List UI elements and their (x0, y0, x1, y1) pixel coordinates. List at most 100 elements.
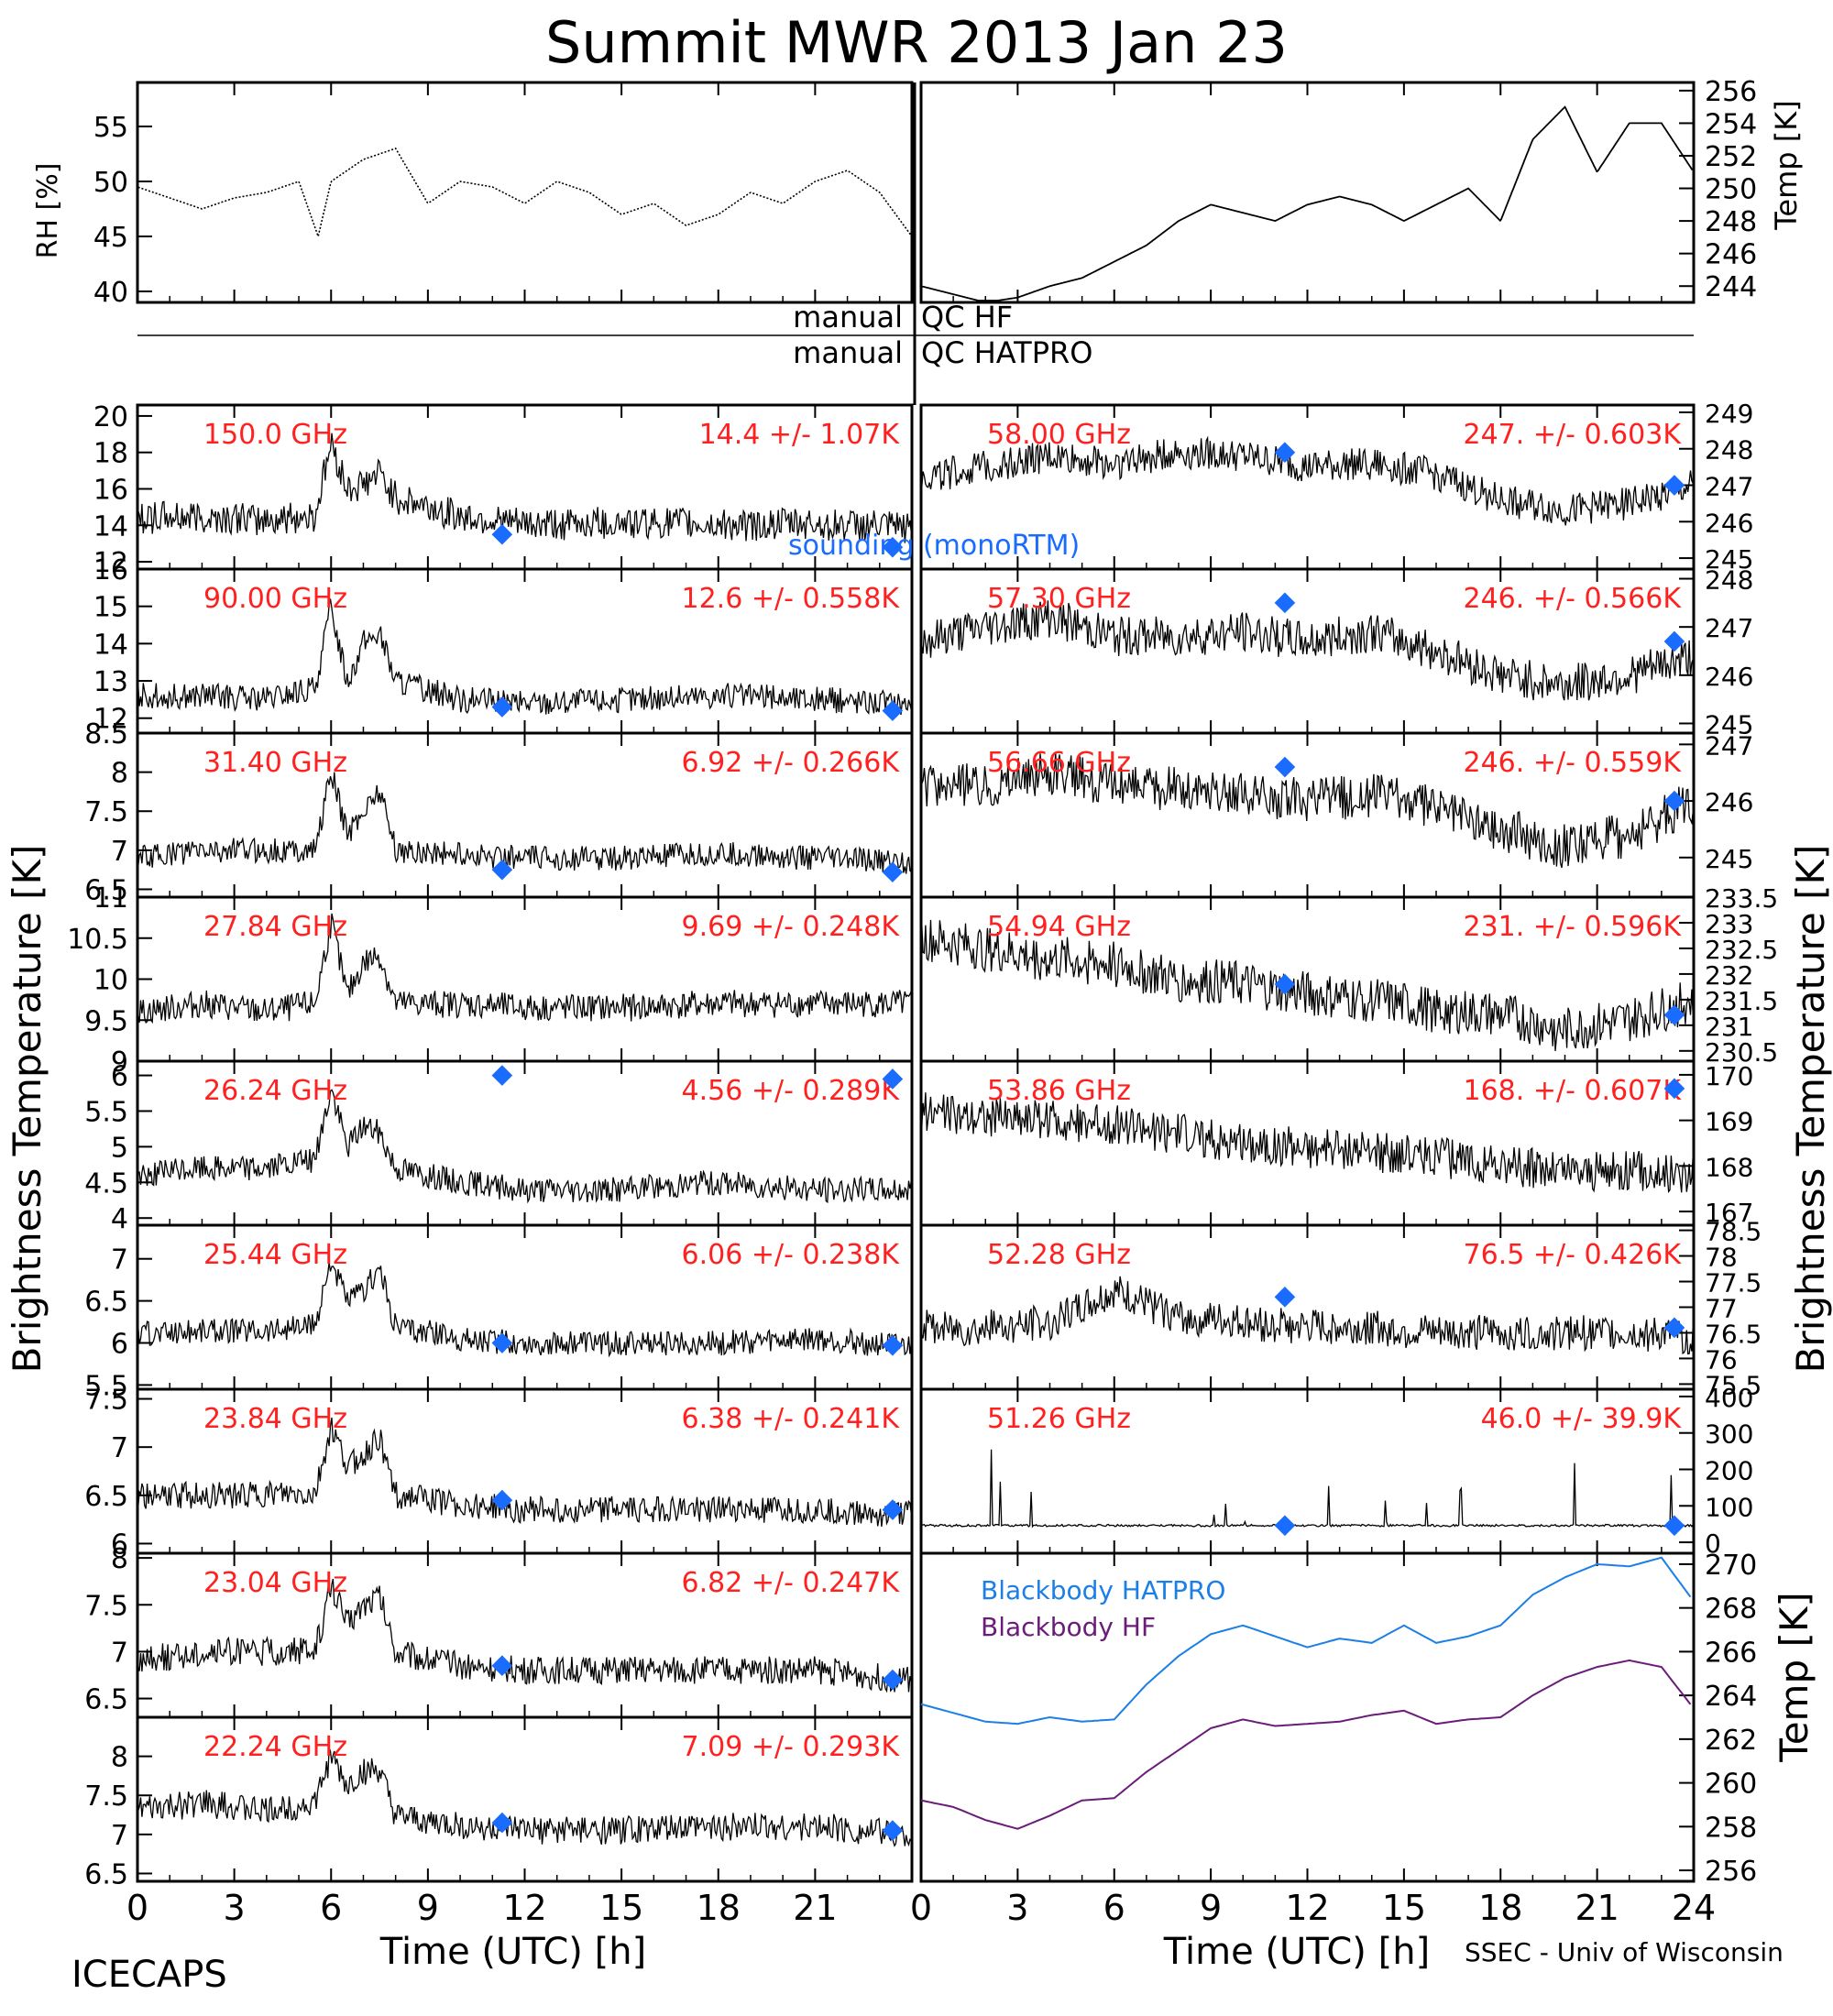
y-tick-label: 244 (1705, 271, 1757, 303)
y-tick-label: 78 (1705, 1243, 1738, 1273)
y-tick-label: 262 (1705, 1725, 1757, 1757)
data-trace (921, 435, 1694, 526)
y-tick-label: 247 (1705, 730, 1753, 761)
sounding-marker (491, 1812, 513, 1834)
y-tick-label: 8 (111, 1742, 128, 1774)
y-tick-label: 270 (1705, 1550, 1757, 1582)
y-tick-label: 18 (93, 438, 128, 470)
channel-label: 23.84 GHz (203, 1403, 347, 1435)
x-tick-label: 12 (502, 1888, 546, 1928)
y-tick-label: 8 (111, 758, 128, 790)
y-tick-label: 7 (111, 1820, 128, 1852)
channel-stat: 247. +/- 0.603K (1464, 419, 1683, 451)
qc-manual-label-hatpro: manual (793, 335, 903, 370)
y-tick-label: 256 (1705, 76, 1757, 108)
y-tick-label: 100 (1705, 1492, 1753, 1522)
data-trace (137, 1417, 912, 1527)
sounding-marker (882, 700, 904, 721)
y-tick-label: 233 (1705, 909, 1753, 939)
x-axis-label-left: Time (UTC) [h] (379, 1931, 646, 1973)
panel-c2784: 9 9.5 10 10.5 11 27.84 GHz 9.69 +/- 0.248K (67, 882, 914, 1079)
y-tick-label: 12 (93, 704, 128, 736)
y-tick-label: 300 (1705, 1419, 1753, 1450)
sounding-marker (1274, 1515, 1296, 1537)
panel-c90: 12 13 14 15 16 90.00 GHz 12.6 +/- 0.558K (93, 554, 914, 736)
sounding-marker (491, 1332, 513, 1353)
channel-stat: 246. +/- 0.559K (1464, 747, 1683, 779)
y-tick-label: 232 (1705, 960, 1753, 991)
y-tick-label: 10 (93, 965, 128, 997)
y-tick-label: 77 (1705, 1294, 1738, 1324)
qc-hatpro-label: QC HATPRO (921, 335, 1092, 370)
y-tick-label: 7 (111, 1244, 128, 1276)
panel-c2624: 44.55 5.56 26.24 GHz 4.56 +/- 0.289K (84, 1059, 914, 1235)
y-tick-label: 6 (111, 1329, 128, 1361)
panel-c2304: 6.5 7 7.5 8 23.04 GHz 6.82 +/- 0.247K (84, 1543, 914, 1719)
sounding-marker (491, 1065, 513, 1086)
sounding-marker (1274, 973, 1296, 995)
y-tick-label: 6 (111, 1528, 128, 1561)
y-tick-label: 254 (1705, 108, 1757, 140)
sounding-marker (882, 861, 904, 883)
data-trace (921, 919, 1694, 1051)
y-tick-label: 55 (93, 112, 128, 144)
qc-band: manual QC HF manual QC HATPRO (137, 82, 1694, 405)
x-axis-label-right: Time (UTC) [h] (1163, 1931, 1430, 1973)
sounding-marker (882, 1669, 904, 1691)
rh-axis-label: RH [%] (32, 163, 64, 259)
y-tick-label: 264 (1705, 1681, 1757, 1713)
channel-stat: 168. +/- 0.607K (1464, 1075, 1683, 1107)
y-tick-label: 45 (93, 222, 128, 254)
y-tick-label: 7.5 (84, 796, 128, 828)
y-tick-label: 246 (1705, 787, 1753, 817)
y-tick-label: 246 (1705, 662, 1753, 692)
panel-c2544: 5.5 6 6.5 7 25.44 GHz 6.06 +/- 0.238K (84, 1223, 914, 1402)
y-tick-label: 6.5 (84, 1858, 128, 1890)
channel-stat: 46.0 +/- 39.9K (1481, 1403, 1683, 1435)
y-tick-label: 14 (93, 510, 128, 542)
y-tick-label: 400 (1705, 1383, 1753, 1413)
y-tick-label: 6.5 (84, 1287, 128, 1319)
panel-frame (919, 81, 1696, 304)
qc-manual-label-hf: manual (793, 300, 903, 334)
y-tick-label: 168 (1705, 1152, 1753, 1182)
channel-label: 31.40 GHz (203, 747, 347, 779)
x-tick-label: 9 (417, 1888, 439, 1928)
data-trace (921, 751, 1694, 869)
y-tick-label: 7.5 (84, 1780, 128, 1813)
y-tick-label: 249 (1705, 399, 1753, 429)
sounding-marker (1274, 592, 1296, 614)
panel-c5386: 167 168 169 170 53.86 GHz 168. +/- 0.607K (919, 1059, 1753, 1228)
channel-stat: 76.5 +/- 0.426K (1464, 1239, 1683, 1271)
channel-stat: 6.92 +/- 0.266K (682, 747, 901, 779)
channel-stat: 6.38 +/- 0.241K (682, 1403, 901, 1435)
y-tick-label: 16 (93, 474, 128, 506)
footer-ssec: SSEC - Univ of Wisconsin (1465, 1937, 1784, 1967)
y-tick-label: 232.5 (1705, 935, 1778, 965)
sounding-marker (491, 523, 513, 545)
panel-c5666: 245 246 247 56.66 GHz 246. +/- 0.559K (919, 730, 1753, 899)
x-tick-label: 18 (1478, 1888, 1522, 1928)
y-tick-label: 247 (1705, 613, 1753, 643)
data-trace (137, 1262, 912, 1358)
x-tick-label: 3 (1006, 1888, 1028, 1928)
channel-label: 23.04 GHz (203, 1567, 347, 1599)
panel-bb: 256 258 260 262 264 266 268 270 Blackbody HATPRO… (919, 1550, 1757, 1888)
y-tick-label: 247 (1705, 472, 1753, 502)
channel-label: 56.66 GHz (987, 747, 1131, 779)
data-trace (921, 1449, 1694, 1528)
y-tick-label: 256 (1705, 1856, 1757, 1888)
data-trace (137, 1748, 912, 1847)
y-tick-label: 76.5 (1705, 1319, 1762, 1349)
sounding-marker (1663, 475, 1685, 496)
y-axis-label-right: Brightness Temperature [K] (1788, 845, 1833, 1374)
y-tick-label: 76 (1705, 1344, 1738, 1375)
channel-label: 57.30 GHz (987, 583, 1131, 615)
data-trace (137, 772, 912, 875)
sounding-marker (882, 1068, 904, 1090)
bb-axis-label: Temp [K] (1772, 1592, 1817, 1763)
data-trace (921, 600, 1694, 701)
x-tick-label: 6 (320, 1888, 342, 1928)
